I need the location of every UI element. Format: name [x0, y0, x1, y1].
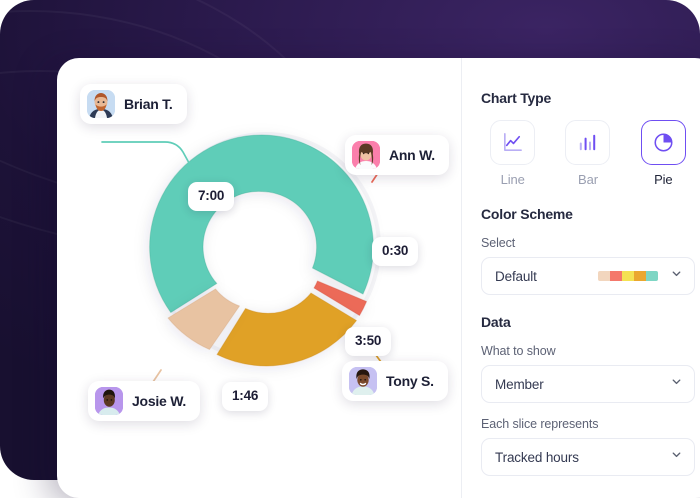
avatar-brian: [87, 90, 115, 118]
chart-type-label-bar: Bar: [578, 172, 598, 187]
avatar-tony: [349, 367, 377, 395]
color-scheme-select[interactable]: Default: [481, 257, 695, 295]
chart-type-heading: Chart Type: [481, 90, 552, 106]
donut-slice-ann: [313, 280, 367, 316]
donut-chart[interactable]: 7:00 0:30 3:50 1:46: [82, 82, 442, 442]
each-slice-select[interactable]: Tracked hours: [481, 438, 695, 476]
chart-type-option-pie[interactable]: Pie: [632, 120, 695, 187]
slice-value-brian: 7:00: [188, 182, 235, 211]
member-name-brian: Brian T.: [124, 96, 173, 112]
chart-type-picker: Line Bar: [481, 120, 695, 187]
each-slice-value: Tracked hours: [495, 449, 579, 465]
avatar-josie: [95, 387, 123, 415]
chart-type-option-bar[interactable]: Bar: [556, 120, 619, 187]
chevron-down-icon: [670, 375, 683, 393]
color-scheme-swatches: [598, 271, 658, 281]
chart-type-option-line[interactable]: Line: [481, 120, 544, 187]
each-slice-label: Each slice represents: [481, 417, 599, 431]
member-card-tony[interactable]: Tony S.: [342, 361, 448, 401]
color-scheme-value: Default: [495, 268, 537, 284]
slice-value-ann: 0:30: [372, 237, 419, 266]
color-scheme-heading: Color Scheme: [481, 206, 573, 222]
member-card-brian[interactable]: Brian T.: [80, 84, 187, 124]
donut-slice-josie: [167, 288, 240, 350]
what-to-show-select[interactable]: Member: [481, 365, 695, 403]
line-chart-icon: [490, 120, 536, 165]
member-card-josie[interactable]: Josie W.: [88, 381, 201, 421]
member-name-ann: Ann W.: [389, 147, 435, 163]
member-name-josie: Josie W.: [132, 393, 187, 409]
member-card-ann[interactable]: Ann W.: [345, 135, 449, 175]
member-name-tony: Tony S.: [386, 373, 434, 389]
chart-type-label-pie: Pie: [654, 172, 673, 187]
slice-value-josie: 1:46: [222, 382, 269, 411]
slice-value-tony: 3:50: [345, 327, 392, 356]
data-heading: Data: [481, 314, 511, 330]
avatar-ann: [352, 141, 380, 169]
color-scheme-select-label: Select: [481, 236, 516, 250]
leader-line-brian: [101, 141, 195, 173]
bar-chart-icon: [565, 120, 611, 165]
chart-type-label-line: Line: [500, 172, 525, 187]
chevron-down-icon: [670, 448, 683, 466]
donut-chart-svg: [98, 132, 435, 393]
chevron-down-icon: [670, 267, 683, 285]
chart-builder-window: 7:00 0:30 3:50 1:46 Brian T.: [57, 58, 700, 498]
chart-preview-pane: 7:00 0:30 3:50 1:46 Brian T.: [57, 58, 461, 498]
pie-chart-icon: [640, 120, 686, 165]
donut-slice-tony: [216, 292, 357, 367]
what-to-show-label: What to show: [481, 344, 556, 358]
pane-divider: [461, 58, 462, 498]
what-to-show-value: Member: [495, 376, 544, 392]
settings-pane: Chart Type Line: [462, 58, 700, 498]
